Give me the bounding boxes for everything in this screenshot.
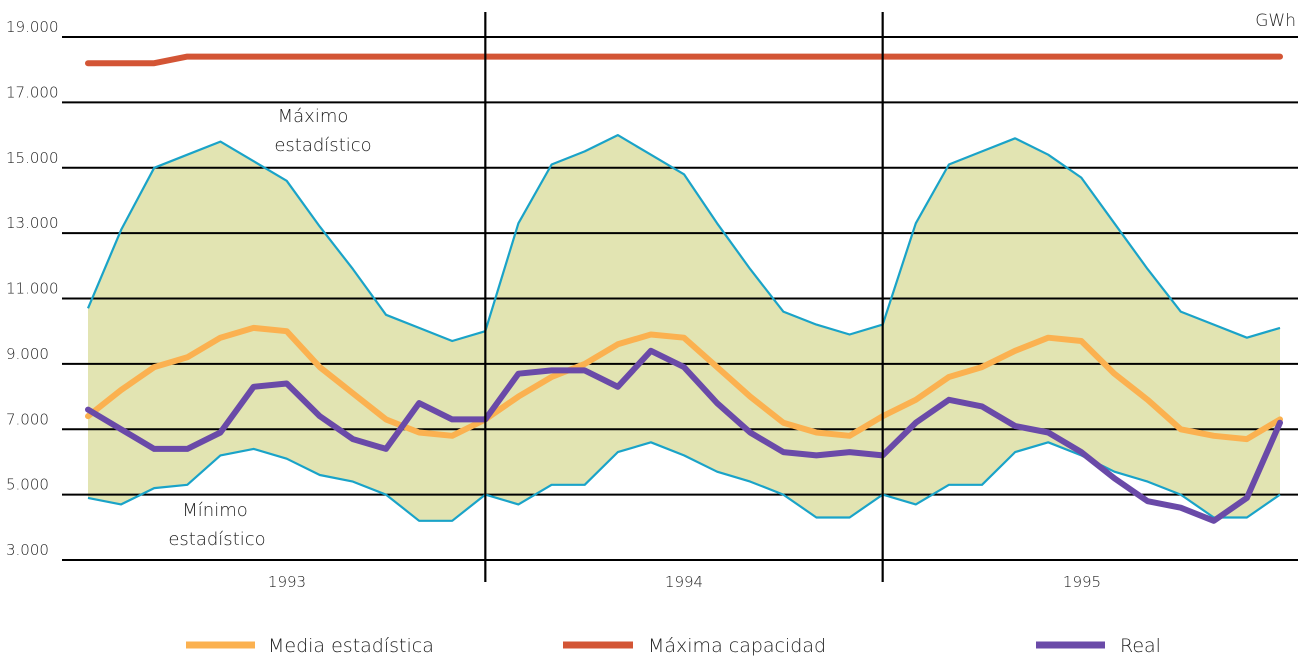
max-annotation-line1: Máximo — [278, 106, 349, 127]
legend-label-real: Real — [1120, 635, 1161, 657]
legend-label-media: Media estadística — [268, 635, 434, 657]
legend: Media estadística Máxima capacidad Real — [186, 635, 1161, 657]
y-axis: 3.000 5.000 7.000 9.000 11.000 13.000 15.000 17… — [6, 18, 59, 559]
gridlines — [62, 36, 1298, 561]
y-tick-label-7000: 7.000 — [6, 410, 49, 428]
y-tick-label-15000: 15.000 — [6, 149, 59, 167]
statistical-band — [88, 135, 1280, 521]
min-annotation-line2: estadístico — [168, 529, 265, 550]
y-tick-label-19000: 19.000 — [6, 18, 59, 36]
series-line-real — [85, 347, 1283, 524]
y-tick-label-13000: 13.000 — [6, 214, 59, 232]
year-label-1994: 1994 — [665, 573, 703, 591]
legend-label-maxima: Máxima capacidad — [648, 635, 826, 657]
min-annotation-line1: Mínimo — [182, 500, 248, 521]
year-label-1993: 1993 — [268, 573, 306, 591]
unit-label: GWh — [1255, 11, 1296, 31]
max-annotation-line2: estadístico — [274, 135, 371, 156]
series-line-media-estadistica — [85, 324, 1283, 443]
series-line-maxima-capacidad — [85, 53, 1283, 67]
series-lines — [85, 53, 1283, 524]
y-tick-label-11000: 11.000 — [6, 280, 59, 298]
band-fill — [88, 135, 1280, 521]
year-dividers — [484, 12, 884, 582]
y-tick-label-5000: 5.000 — [6, 476, 49, 494]
max-statistical-line — [86, 134, 1281, 343]
chart-text: GWh Máximo estadístico Mínimo estadístic… — [168, 11, 1296, 591]
y-tick-label-17000: 17.000 — [6, 83, 59, 101]
y-tick-label-3000: 3.000 — [6, 541, 49, 559]
year-label-1995: 1995 — [1063, 573, 1101, 591]
y-tick-label-9000: 9.000 — [6, 345, 49, 363]
